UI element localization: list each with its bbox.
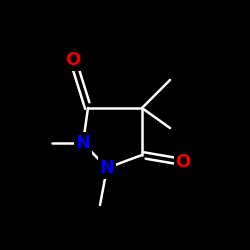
Text: N: N <box>100 159 114 177</box>
Text: N: N <box>76 134 90 152</box>
Text: O: O <box>176 153 191 171</box>
Text: O: O <box>66 51 80 69</box>
